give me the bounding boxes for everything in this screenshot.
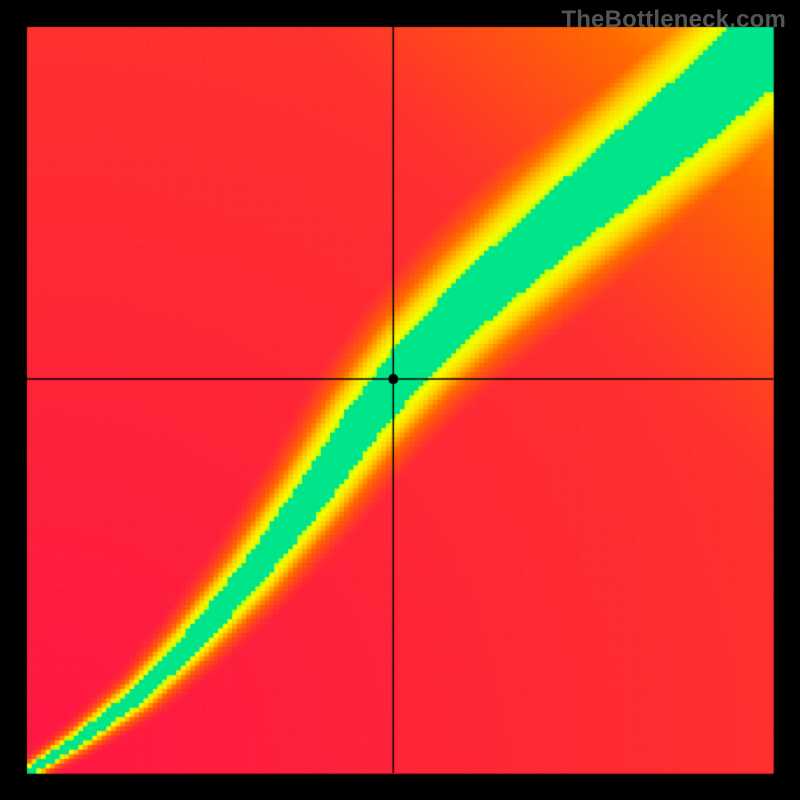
- watermark-label: TheBottleneck.com: [561, 6, 786, 34]
- bottleneck-heatmap: [0, 0, 800, 800]
- chart-container: TheBottleneck.com: [0, 0, 800, 800]
